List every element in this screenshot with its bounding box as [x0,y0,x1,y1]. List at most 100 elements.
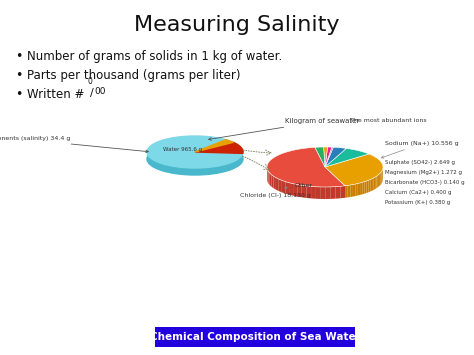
Polygon shape [208,167,209,174]
Polygon shape [315,147,325,167]
Polygon shape [195,142,243,153]
Text: Measuring Salinity: Measuring Salinity [134,15,340,35]
Polygon shape [209,167,211,174]
Text: Parts per thousand (grams per liter): Parts per thousand (grams per liter) [27,69,240,82]
Text: Calcium (Ca2+) 0.400 g: Calcium (Ca2+) 0.400 g [385,190,452,195]
Polygon shape [238,158,239,166]
Polygon shape [374,177,375,190]
Polygon shape [193,168,194,175]
Polygon shape [340,186,345,198]
Polygon shape [365,181,366,193]
Polygon shape [220,165,221,173]
Text: Water 965.6 g: Water 965.6 g [164,147,202,153]
Polygon shape [268,171,270,185]
Text: 00: 00 [94,87,106,97]
Polygon shape [168,165,170,173]
Text: Chloride (Cl-) 18.180 g: Chloride (Cl-) 18.180 g [240,187,311,198]
Polygon shape [230,163,231,170]
Polygon shape [181,167,182,174]
Text: •: • [15,50,22,63]
Polygon shape [195,140,233,152]
Text: Chemical Composition of Sea Water: Chemical Composition of Sea Water [150,332,360,342]
Polygon shape [159,163,160,170]
Polygon shape [185,168,187,175]
Text: Sulphate (SO42-) 2.649 g: Sulphate (SO42-) 2.649 g [385,160,455,165]
Text: Number of grams of solids in 1 kg of water.: Number of grams of solids in 1 kg of wat… [27,50,282,63]
Polygon shape [221,165,223,172]
Polygon shape [199,168,201,175]
Polygon shape [360,182,362,195]
Polygon shape [302,185,306,198]
Polygon shape [167,165,168,172]
Polygon shape [197,168,199,175]
Polygon shape [227,164,228,171]
Polygon shape [175,166,176,174]
Polygon shape [190,168,191,175]
Polygon shape [171,166,173,173]
Polygon shape [331,187,336,199]
Polygon shape [325,147,333,167]
Text: Kilogram of seawater: Kilogram of seawater [209,118,359,140]
Polygon shape [375,176,376,189]
Ellipse shape [147,136,243,168]
Polygon shape [215,166,216,174]
Polygon shape [324,147,328,167]
Polygon shape [233,162,234,169]
Polygon shape [212,167,214,174]
Polygon shape [306,186,311,198]
Polygon shape [279,179,282,192]
FancyBboxPatch shape [155,327,355,347]
Text: /: / [90,88,94,98]
Polygon shape [236,160,237,167]
Polygon shape [158,162,159,170]
Polygon shape [336,186,340,199]
Polygon shape [166,165,167,172]
Polygon shape [150,158,151,165]
Polygon shape [176,167,178,174]
Polygon shape [191,168,193,175]
Polygon shape [293,184,297,197]
Polygon shape [164,164,165,171]
Text: Magnesium (Mg2+) 1.272 g: Magnesium (Mg2+) 1.272 g [385,170,462,175]
Polygon shape [178,167,179,174]
Polygon shape [205,168,206,175]
Polygon shape [345,185,348,198]
Polygon shape [325,147,332,167]
Polygon shape [282,180,285,193]
Polygon shape [223,165,224,172]
Polygon shape [196,168,197,175]
Polygon shape [152,159,153,167]
Polygon shape [372,178,374,191]
Polygon shape [270,173,272,187]
Polygon shape [182,168,184,175]
Text: •: • [15,88,22,101]
Polygon shape [224,164,225,172]
Polygon shape [149,157,150,164]
Polygon shape [216,166,218,173]
Polygon shape [321,187,326,199]
Text: Written #: Written # [27,88,88,101]
Polygon shape [378,174,379,187]
Polygon shape [173,166,175,174]
Polygon shape [234,161,235,169]
Polygon shape [325,148,369,167]
Text: 0: 0 [88,77,93,86]
Polygon shape [184,168,185,175]
Ellipse shape [147,143,243,175]
Polygon shape [311,186,316,199]
Polygon shape [218,166,219,173]
Polygon shape [151,158,152,166]
Polygon shape [380,173,381,185]
Polygon shape [157,162,158,169]
Polygon shape [203,168,205,175]
Polygon shape [202,168,203,175]
Polygon shape [356,184,358,196]
Polygon shape [225,164,227,171]
Polygon shape [211,167,212,174]
Text: Potassium (K+) 0.380 g: Potassium (K+) 0.380 g [385,200,450,205]
Polygon shape [376,175,378,188]
Polygon shape [232,162,233,169]
Polygon shape [163,164,164,171]
Polygon shape [188,168,190,175]
Polygon shape [154,160,155,168]
